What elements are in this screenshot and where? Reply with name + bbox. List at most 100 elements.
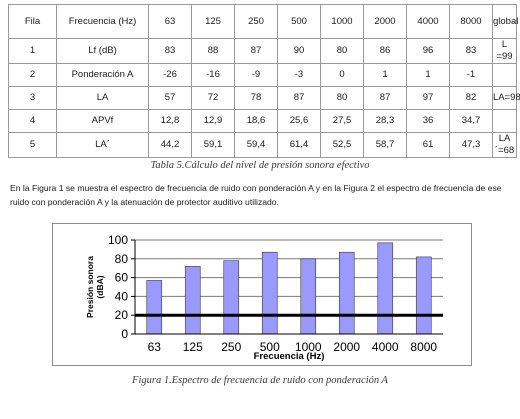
- table-cell: Lf (dB): [56, 38, 149, 64]
- table-caption: Tabla 5.Cálculo del nivel de presión son…: [150, 160, 370, 171]
- x-tick-label: 2000: [333, 340, 360, 354]
- table-cell: 2: [8, 63, 57, 87]
- table-cell: 1: [8, 38, 57, 64]
- table-cell: Ponderación A: [56, 63, 149, 87]
- bar: [184, 266, 201, 335]
- table-cell: 61,4: [277, 132, 321, 158]
- table-cell: LA´=68: [492, 132, 517, 158]
- body-paragraph: En la Figura 1 se muestra el espectro de…: [10, 183, 502, 207]
- table-cell: 86: [363, 38, 407, 64]
- table-cell: 87: [234, 38, 278, 64]
- y-tick-label: 40: [115, 289, 129, 303]
- bar: [261, 251, 278, 335]
- y-tick-label: 60: [115, 271, 129, 285]
- bar: [300, 258, 317, 335]
- bar-chart: 0 20 40 60 80 100 63 125 250 500 1000 2000 4000 8000 F…: [52, 223, 472, 366]
- table-cell: 5: [8, 132, 57, 158]
- table-cell: LA=98: [492, 86, 520, 110]
- y-tick-label: 0: [121, 327, 128, 341]
- y-tick-label: 80: [115, 252, 129, 266]
- table-header-cell: 250: [234, 4, 278, 39]
- bar: [415, 256, 432, 335]
- x-tick-label: 125: [183, 340, 203, 354]
- table-cell: 36: [406, 109, 450, 133]
- table-cell: APVf: [56, 109, 149, 133]
- chart-canvas: 0 20 40 60 80 100 63 125 250 500 1000 2000 4000 8000 F…: [85, 233, 443, 362]
- table-cell: LA: [56, 86, 149, 110]
- x-tick-label: 250: [221, 340, 241, 354]
- table-cell: 83: [449, 38, 493, 64]
- table-row: 2 Ponderación A -26 -16 -9 -3 0 1 1 -1: [8, 63, 517, 87]
- table-cell: 88: [191, 38, 235, 64]
- table-cell: 52,5: [320, 132, 364, 158]
- table-cell: [492, 63, 517, 87]
- table-cell: LA´: [56, 132, 149, 158]
- table-cell: 82: [449, 86, 493, 110]
- table-header-cell: 1000: [320, 4, 364, 39]
- table-header-cell: 2000: [363, 4, 407, 39]
- figure-caption: Figura 1.Espectro de frecuencia de ruido…: [132, 375, 388, 386]
- table-cell: 87: [277, 86, 321, 110]
- table-cell: 1: [363, 63, 407, 87]
- x-tick-label: 1000: [295, 340, 322, 354]
- table-cell: 59,1: [191, 132, 235, 158]
- table-row: 1 Lf (dB) 83 88 87 90 80 86 96 83 L =99: [8, 38, 517, 64]
- table-header-cell: Fila: [8, 4, 57, 39]
- x-tick-label: 8000: [410, 340, 437, 354]
- table-cell: 12,8: [148, 109, 192, 133]
- table-cell: -16: [191, 63, 235, 87]
- x-tick-label: 500: [260, 340, 280, 354]
- table-cell: 34,7: [449, 109, 493, 133]
- table-cell: 80: [320, 86, 364, 110]
- table-cell: 47,3: [449, 132, 493, 158]
- bar: [338, 251, 355, 335]
- table-cell: 27,5: [320, 109, 364, 133]
- table-cell: 18,6: [234, 109, 278, 133]
- table-row: 3 LA 57 72 78 87 80 87 97 82 LA=98: [8, 86, 520, 110]
- x-axis-label: Frecuencia (Hz): [254, 351, 325, 362]
- table-cell: 61: [406, 132, 450, 158]
- table-header-cell: Frecuencia (Hz): [56, 4, 149, 39]
- table-cell: 83: [148, 38, 192, 64]
- table-cell: 44,2: [148, 132, 192, 158]
- table-header-cell: 63: [148, 4, 192, 39]
- table-cell: 58,7: [363, 132, 407, 158]
- bar: [146, 280, 163, 335]
- table-header-cell: 4000: [406, 4, 450, 39]
- x-tick-label: 4000: [372, 340, 399, 354]
- table-cell: 25,6: [277, 109, 321, 133]
- table-cell: 80: [320, 38, 364, 64]
- table-cell: 12,9: [191, 109, 235, 133]
- table-header-row: Fila Frecuencia (Hz) 63 125 250 500 1000 2000 40…: [8, 4, 518, 39]
- table-cell: 90: [277, 38, 321, 64]
- table-cell: -3: [277, 63, 321, 87]
- table-cell: L =99: [492, 38, 517, 64]
- table-cell: [492, 109, 517, 133]
- table-row: 4 APVf 12,8 12,9 18,6 25,6 27,5 28,3 36 34,7: [8, 109, 517, 133]
- table-cell: 72: [191, 86, 235, 110]
- sound-pressure-table: Fila Frecuencia (Hz) 63 125 250 500 1000 2000 40…: [8, 4, 520, 158]
- table-cell: 57: [148, 86, 192, 110]
- bar: [377, 242, 394, 335]
- table-cell: 78: [234, 86, 278, 110]
- bar: [223, 260, 240, 335]
- table-cell: 28,3: [363, 109, 407, 133]
- y-axis-label: Presión sonora(dBA): [85, 256, 105, 318]
- table-header-cell: 125: [191, 4, 235, 39]
- table-cell: 0: [320, 63, 364, 87]
- table-cell: -1: [449, 63, 493, 87]
- table-cell: 96: [406, 38, 450, 64]
- table-cell: -26: [148, 63, 192, 87]
- table-cell: 59,4: [234, 132, 278, 158]
- table-cell: 87: [363, 86, 407, 110]
- table-row: 5 LA´ 44,2 59,1 59,4 61,4 52,5 58,7 61 47,3 LA´=68: [8, 132, 517, 158]
- table-cell: 4: [8, 109, 57, 133]
- table-cell: 1: [406, 63, 450, 87]
- table-header-cell: 500: [277, 4, 321, 39]
- y-tick-label: 100: [108, 233, 128, 247]
- y-tick-label: 20: [115, 308, 129, 322]
- table-header-cell: global: [492, 4, 518, 39]
- table-header-cell: 8000: [449, 4, 493, 39]
- table-cell: 97: [406, 86, 450, 110]
- x-tick-label: 63: [148, 340, 162, 354]
